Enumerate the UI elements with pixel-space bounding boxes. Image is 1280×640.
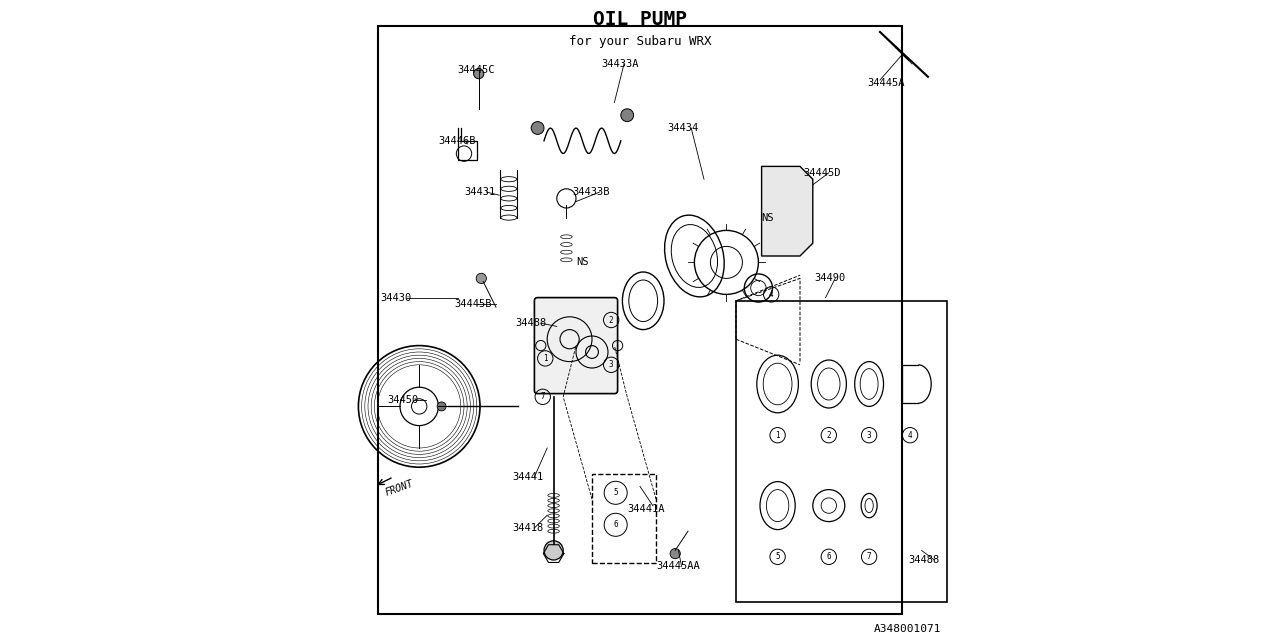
Text: 34488: 34488 bbox=[516, 318, 547, 328]
Text: 34431: 34431 bbox=[465, 187, 495, 197]
Text: 34445AA: 34445AA bbox=[657, 561, 700, 572]
Text: 34433A: 34433A bbox=[602, 59, 639, 69]
Text: 34445D: 34445D bbox=[804, 168, 841, 178]
Text: 34450: 34450 bbox=[387, 395, 419, 405]
Text: 34441A: 34441A bbox=[627, 504, 664, 514]
Text: 7: 7 bbox=[867, 552, 872, 561]
Circle shape bbox=[476, 273, 486, 284]
Text: 34418: 34418 bbox=[512, 523, 543, 533]
Bar bbox=[591, 474, 657, 563]
Text: 2: 2 bbox=[609, 316, 613, 324]
Text: OIL PUMP: OIL PUMP bbox=[593, 10, 687, 29]
Text: 6: 6 bbox=[613, 520, 618, 529]
Text: 3: 3 bbox=[609, 360, 613, 369]
Text: NS: NS bbox=[762, 212, 774, 223]
Text: 34433B: 34433B bbox=[573, 187, 611, 197]
Circle shape bbox=[671, 548, 681, 559]
Text: 34445B: 34445B bbox=[454, 299, 492, 309]
Circle shape bbox=[544, 541, 563, 560]
Text: 2: 2 bbox=[827, 431, 831, 440]
Text: NS: NS bbox=[576, 257, 589, 268]
Text: 34488: 34488 bbox=[909, 555, 940, 565]
Text: 5: 5 bbox=[613, 488, 618, 497]
Text: FRONT: FRONT bbox=[384, 479, 415, 498]
Bar bbox=[378, 26, 902, 614]
Text: 7: 7 bbox=[540, 392, 545, 401]
Text: 34441: 34441 bbox=[512, 472, 543, 482]
Circle shape bbox=[474, 68, 484, 79]
Text: 1: 1 bbox=[543, 354, 548, 363]
Circle shape bbox=[531, 122, 544, 134]
Text: 5: 5 bbox=[776, 552, 780, 561]
Text: 34445C: 34445C bbox=[458, 65, 495, 76]
Text: A348001071: A348001071 bbox=[873, 623, 941, 634]
Text: 34434: 34434 bbox=[668, 123, 699, 133]
Text: 4: 4 bbox=[769, 290, 773, 299]
Text: 4: 4 bbox=[908, 431, 913, 440]
Polygon shape bbox=[762, 166, 813, 256]
FancyBboxPatch shape bbox=[535, 298, 618, 394]
Circle shape bbox=[621, 109, 634, 122]
Text: 6: 6 bbox=[827, 552, 831, 561]
Text: 34445A: 34445A bbox=[868, 78, 905, 88]
Text: 3: 3 bbox=[867, 431, 872, 440]
Text: 34446B: 34446B bbox=[438, 136, 476, 146]
Text: 1: 1 bbox=[776, 431, 780, 440]
Circle shape bbox=[436, 402, 447, 411]
Text: for your Subaru WRX: for your Subaru WRX bbox=[568, 35, 712, 48]
Text: 34430: 34430 bbox=[381, 292, 412, 303]
Text: 34490: 34490 bbox=[815, 273, 846, 284]
Bar bbox=[736, 301, 947, 602]
